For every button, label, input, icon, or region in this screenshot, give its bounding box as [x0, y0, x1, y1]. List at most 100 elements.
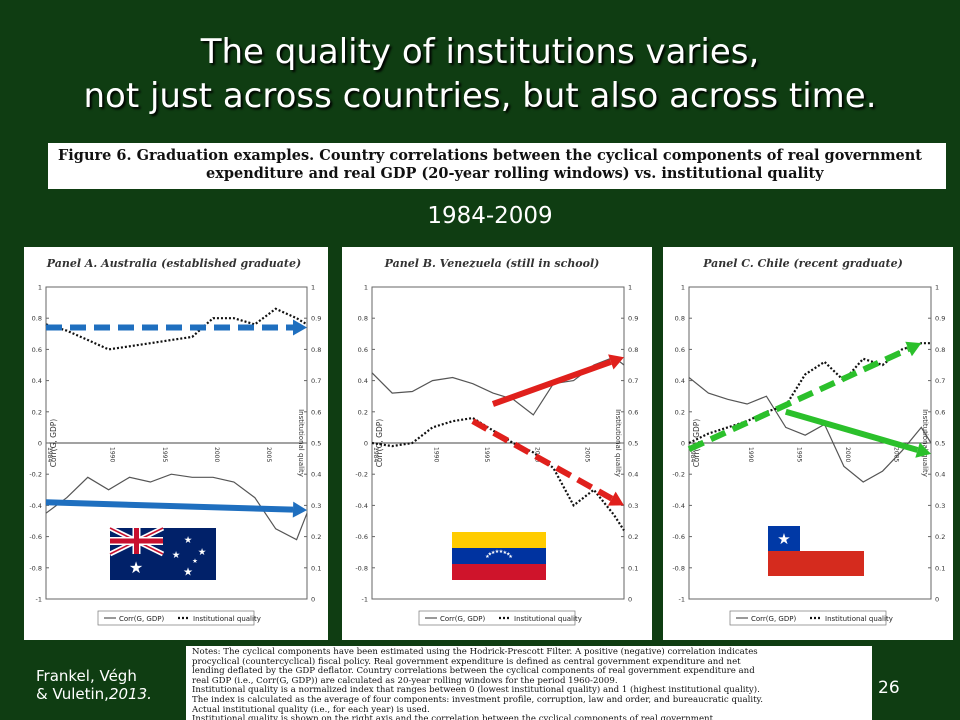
y-tick-right-label: 1	[311, 284, 315, 292]
y-tick-right-label: 1	[935, 284, 939, 292]
flag-star: ★	[499, 549, 504, 555]
green-arrow-head	[915, 442, 931, 458]
y-tick-label: 0	[38, 440, 42, 448]
legend-box	[97, 610, 255, 626]
x-tick-label: 2000	[844, 447, 851, 462]
x-tick-label: 1995	[161, 447, 168, 462]
y-tick-right-label: 0.6	[935, 408, 945, 416]
y-tick-right-label: 0.7	[935, 377, 945, 385]
y-tick-right-label: 0.8	[311, 346, 321, 354]
blue-arrow-head	[293, 319, 307, 336]
y-tick-label: -0.6	[355, 533, 368, 541]
y-tick-label: 0.2	[675, 408, 685, 416]
y-tick-label: 0.6	[675, 346, 685, 354]
panel-australia: Panel A. Australia (established graduate…	[24, 247, 328, 640]
y-tick-label: 0.8	[32, 315, 42, 323]
y-tick-right-label: 0.1	[935, 564, 945, 572]
flag-star: ★	[172, 550, 181, 561]
australia-flag: ★★★★★ ★	[108, 525, 216, 580]
y-tick-right-label: 0.2	[628, 533, 638, 541]
flag-star: ★	[503, 550, 508, 556]
x-tick-label: 2005	[265, 447, 272, 462]
chile-flag: ★	[768, 526, 864, 576]
notes-line: Institutional quality is a normalized in…	[192, 685, 760, 696]
y-tick-right-label: 0.8	[628, 346, 638, 354]
y-tick-label: -1	[362, 596, 368, 604]
red-dashed-arrow	[471, 418, 614, 502]
y-tick-label: 0.8	[358, 315, 368, 323]
flag-star: ★	[506, 552, 511, 558]
chart-venezuela: Panel B. Venezuela (still in school) 1 0.8…	[355, 257, 638, 626]
y-tick-label: -0.2	[672, 471, 685, 479]
figure-notes: Notes: The cyclical components have been…	[186, 646, 872, 720]
panel-title: Panel B. Venezuela (still in school)	[384, 257, 600, 270]
x-tick-label: 1984	[372, 447, 379, 462]
y-tick-right-label: 0	[628, 596, 632, 604]
notes-line: Notes: The cyclical components have been…	[192, 647, 758, 657]
author-credit: Frankel, Végh & Vuletin,2013.	[36, 667, 152, 703]
y-tick-label: -0.6	[672, 533, 685, 541]
y-tick-right-label: 0.3	[311, 502, 321, 510]
red-solid-arrow	[491, 359, 612, 407]
flag-star: ★	[777, 530, 790, 548]
x-tick-label: 1984	[689, 447, 696, 462]
green-arrow-head	[905, 341, 922, 357]
y-tick-label: -0.2	[29, 471, 42, 479]
flag-star: ★	[508, 554, 513, 560]
y-tick-right-label: 0.5	[311, 440, 321, 448]
flag-star: ★	[488, 552, 493, 558]
y-axis-right-label: Institutional quality	[297, 409, 305, 477]
y-axis-label: Corr(G, GDP)	[375, 419, 384, 467]
slide-title: The quality of institutions varies, not …	[0, 30, 960, 118]
y-axis-right-label: Institutional quality	[614, 409, 622, 477]
blue-arrow-head	[292, 501, 307, 518]
flag-star: ★	[129, 558, 143, 577]
y-tick-right-label: 0.5	[935, 440, 945, 448]
y-tick-right-label: 0.3	[628, 502, 638, 510]
notes-line: procyclical (countercyclical) fiscal pol…	[192, 656, 741, 667]
flag-star: ★	[485, 554, 490, 560]
x-tick-label: 1995	[483, 447, 490, 462]
y-tick-right-label: 0.4	[628, 471, 638, 479]
y-tick-right-label: 0.3	[935, 502, 945, 510]
flag-canton	[768, 526, 800, 551]
x-tick-label: 2000	[213, 447, 220, 462]
y-tick-label: -0.4	[355, 502, 368, 510]
notes-line: The index is calculated as the average o…	[192, 694, 763, 705]
y-tick-right-label: 0.2	[935, 533, 945, 541]
figure-caption-line2: expenditure and real GDP (20-year rollin…	[206, 165, 824, 182]
y-tick-label: -1	[679, 596, 685, 604]
figure-caption: Figure 6. Graduation examples. Country c…	[48, 143, 946, 189]
legend-box	[729, 610, 887, 626]
y-tick-label: 1	[38, 284, 42, 292]
y-tick-right-label: 0.7	[628, 377, 638, 385]
red-arrow-head	[608, 354, 624, 370]
venezuela-flag: ★★★ ★ ★ ★★★	[452, 532, 546, 580]
panel-chile: Panel C. Chile (recent graduate) 1 0.8 0.6 0…	[663, 247, 953, 640]
y-tick-label: -0.8	[29, 564, 42, 572]
figure-caption-line1: Figure 6. Graduation examples. Country c…	[58, 147, 923, 164]
period-label: 1984-2009	[427, 203, 553, 229]
y-tick-right-label: 0	[311, 596, 315, 604]
panel-venezuela: Panel B. Venezuela (still in school) 1 0.8…	[342, 247, 652, 640]
flag-stripe-blue	[452, 548, 546, 564]
flag-star: ★	[192, 557, 198, 565]
flag-red	[768, 551, 864, 576]
credit-line2: & Vuletin,	[36, 685, 109, 703]
y-tick-right-label: 0.8	[935, 346, 945, 354]
notes-line: Actual institutional quality (i.e., for …	[192, 704, 430, 715]
notes-line: Institutional quality is shown on the ri…	[192, 714, 714, 720]
flag-stripe-red	[452, 564, 546, 580]
y-tick-label: 0.4	[358, 377, 368, 385]
slide-title-line2: not just across countries, but also acro…	[83, 76, 877, 116]
flag-cross-red	[134, 528, 139, 554]
page-number: 26	[878, 678, 900, 698]
x-tick-label: 1990	[109, 447, 116, 462]
y-axis-label: Corr(G, GDP)	[49, 419, 58, 467]
y-tick-label: -0.4	[672, 502, 685, 510]
series-corr-line	[371, 356, 625, 416]
blue-solid-arrow	[45, 499, 294, 513]
slide-title-line1: The quality of institutions varies,	[200, 32, 760, 72]
y-tick-label: -0.8	[355, 564, 368, 572]
flag-star: ★	[183, 566, 193, 579]
